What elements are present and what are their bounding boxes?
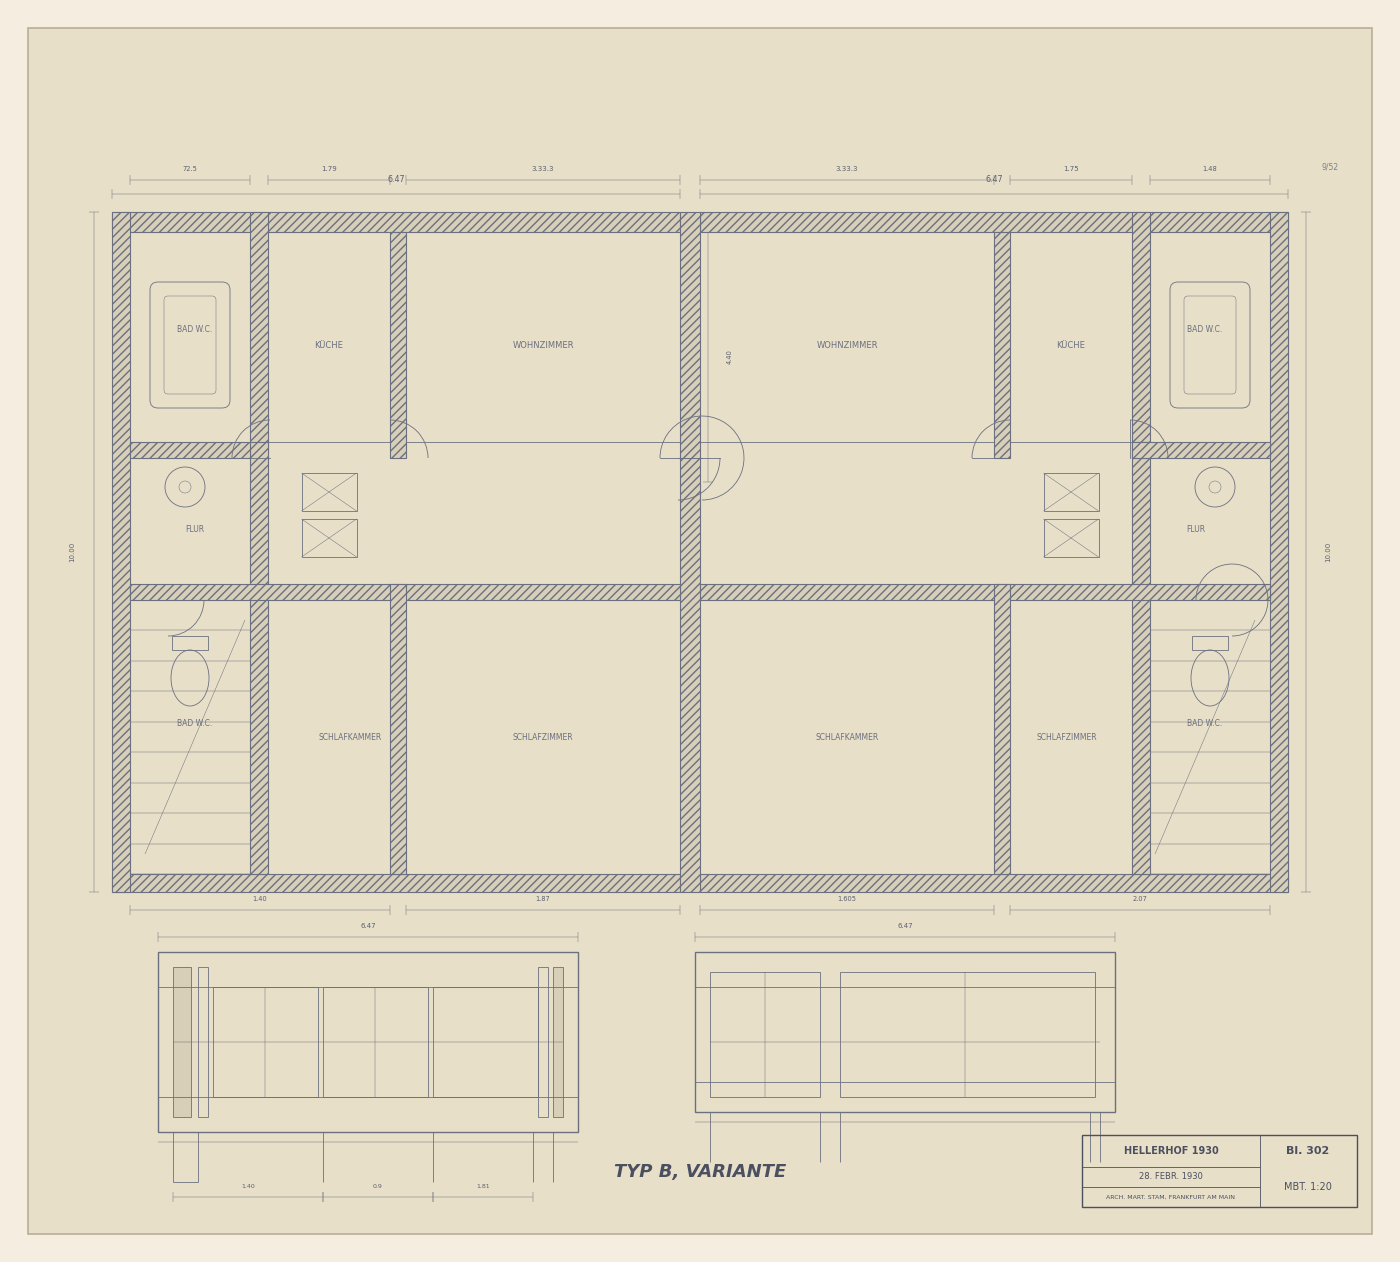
Bar (323, 987, 428, 1097)
Text: SCHLAFZIMMER: SCHLAFZIMMER (512, 732, 574, 742)
Bar (174, 967, 190, 1117)
Bar (112, 875, 680, 892)
Bar (391, 584, 406, 875)
Text: 1.40: 1.40 (252, 896, 267, 902)
Text: ARCH. MART. STAM, FRANKFURT AM MAIN: ARCH. MART. STAM, FRANKFURT AM MAIN (1106, 1194, 1235, 1199)
Bar (433, 987, 538, 1097)
Text: BAD W.C.: BAD W.C. (178, 326, 213, 334)
Text: BAD W.C.: BAD W.C. (178, 718, 213, 727)
Text: 2.07: 2.07 (1133, 896, 1148, 902)
Text: 72.5: 72.5 (182, 167, 197, 172)
Text: 9/52: 9/52 (1322, 163, 1338, 172)
Text: BAD W.C.: BAD W.C. (1187, 326, 1222, 334)
Bar (710, 972, 820, 1097)
Bar (1133, 212, 1149, 458)
Bar (172, 636, 209, 650)
Text: 1.87: 1.87 (536, 896, 550, 902)
Bar (994, 232, 1009, 458)
Bar (301, 519, 357, 557)
Bar (130, 599, 255, 875)
Bar (213, 987, 318, 1097)
Bar (301, 473, 357, 511)
Bar (538, 967, 547, 1117)
Bar (130, 442, 251, 458)
Bar (694, 952, 1114, 1112)
Bar (1043, 473, 1099, 511)
Bar (158, 952, 578, 1132)
Text: FLUR: FLUR (1186, 525, 1205, 534)
Text: SCHLAFKAMMER: SCHLAFKAMMER (318, 732, 382, 742)
Text: 1.75: 1.75 (1063, 167, 1079, 172)
Text: 6.47: 6.47 (360, 923, 375, 929)
Text: 1.79: 1.79 (321, 167, 337, 172)
Text: SCHLAFKAMMER: SCHLAFKAMMER (815, 732, 879, 742)
Text: 6.47: 6.47 (388, 175, 405, 184)
Text: FLUR: FLUR (185, 525, 204, 534)
Bar (700, 212, 1288, 232)
Text: WOHNZIMMER: WOHNZIMMER (512, 341, 574, 350)
Bar (251, 212, 267, 458)
Bar (1133, 442, 1270, 458)
Bar (1270, 212, 1288, 892)
Bar (1043, 519, 1099, 557)
Text: BAD W.C.: BAD W.C. (1187, 718, 1222, 727)
Bar (391, 232, 406, 458)
Text: 1.40: 1.40 (241, 1184, 255, 1189)
Bar (197, 967, 209, 1117)
Text: MBT. 1:20: MBT. 1:20 (1284, 1181, 1331, 1191)
Text: 4.40: 4.40 (727, 350, 734, 365)
Bar (680, 212, 700, 892)
Text: 6.47: 6.47 (986, 175, 1002, 184)
Bar (112, 212, 680, 232)
Bar (700, 875, 1288, 892)
Text: KÜCHE: KÜCHE (1057, 341, 1085, 350)
Text: 3.33.3: 3.33.3 (836, 167, 858, 172)
Text: 10.00: 10.00 (1324, 541, 1331, 562)
Bar (112, 212, 130, 892)
Text: TYP B, VARIANTE: TYP B, VARIANTE (613, 1164, 787, 1181)
Text: SCHLAFZIMMER: SCHLAFZIMMER (1036, 732, 1098, 742)
Bar (130, 584, 680, 599)
Text: 3.33.3: 3.33.3 (532, 167, 554, 172)
Text: 0.9: 0.9 (372, 1184, 384, 1189)
Text: WOHNZIMMER: WOHNZIMMER (816, 341, 878, 350)
Bar (1082, 1135, 1357, 1206)
Bar (553, 967, 563, 1117)
Bar (1145, 599, 1270, 875)
Bar (1191, 636, 1228, 650)
Text: Bl. 302: Bl. 302 (1287, 1146, 1330, 1156)
Text: 1.48: 1.48 (1203, 167, 1218, 172)
Text: KÜCHE: KÜCHE (315, 341, 343, 350)
Bar (1133, 442, 1149, 875)
Bar (840, 972, 1095, 1097)
Text: 6.47: 6.47 (897, 923, 913, 929)
Text: 28. FEBR. 1930: 28. FEBR. 1930 (1140, 1172, 1203, 1181)
Text: 10.00: 10.00 (69, 541, 76, 562)
Text: HELLERHOF 1930: HELLERHOF 1930 (1124, 1146, 1218, 1156)
Text: 1.605: 1.605 (837, 896, 857, 902)
Text: 1.81: 1.81 (476, 1184, 490, 1189)
Bar (251, 442, 267, 875)
Bar (994, 584, 1009, 875)
Bar (700, 584, 1270, 599)
